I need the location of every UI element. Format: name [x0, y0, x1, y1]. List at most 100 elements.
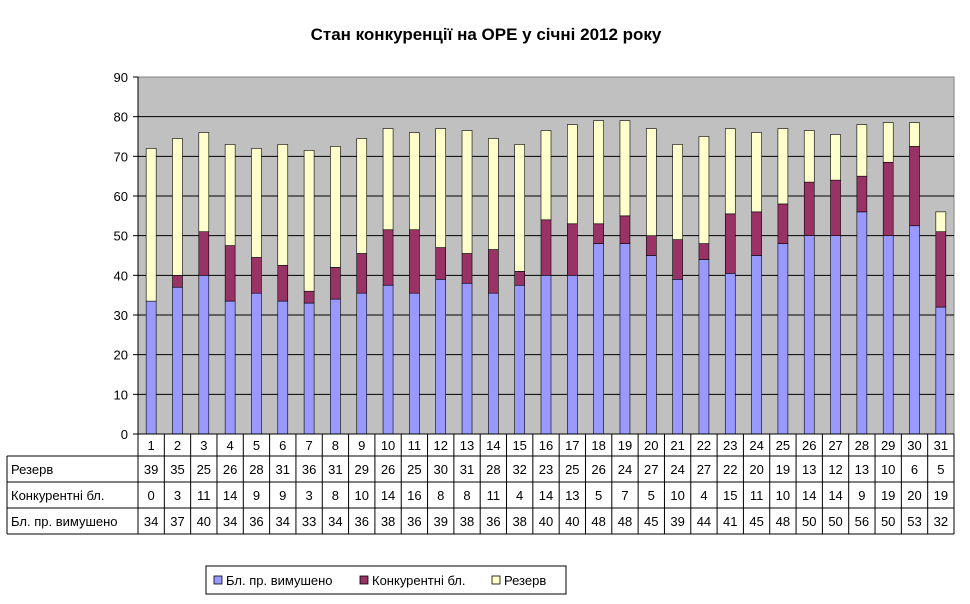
data-label: 8: [332, 488, 339, 503]
bar-segment: [619, 243, 631, 435]
bar-segment: [251, 292, 262, 435]
bar-segment: [356, 292, 368, 435]
data-label: 28: [249, 462, 263, 477]
data-label: 5: [937, 462, 944, 477]
bar-segment: [277, 300, 289, 435]
data-label: 38: [460, 514, 474, 529]
bar-segment: [172, 286, 183, 435]
bar-segment: [882, 161, 894, 236]
data-label: 34: [144, 514, 158, 529]
data-label: 45: [749, 514, 763, 529]
bar-segment: [803, 130, 815, 183]
bar-segment: [356, 253, 368, 294]
data-label: 25: [407, 462, 421, 477]
y-tick-label: 20: [114, 348, 128, 363]
data-label: 33: [302, 514, 316, 529]
bar-segment: [514, 144, 525, 272]
data-label: 36: [302, 462, 316, 477]
bar-segment: [540, 275, 552, 435]
bar-segment: [830, 235, 841, 435]
data-label: 41: [723, 514, 737, 529]
data-label: 13: [565, 488, 579, 503]
bar-segment: [751, 132, 762, 213]
bar-segment: [935, 231, 947, 308]
data-label: 27: [697, 462, 711, 477]
data-label: 34: [276, 514, 290, 529]
bar-segment: [593, 243, 604, 435]
bar-segment: [251, 148, 262, 258]
bar-segment: [409, 229, 420, 294]
legend-swatch: [359, 575, 369, 585]
data-label: 45: [644, 514, 658, 529]
table-row-label: Резерв: [11, 462, 53, 477]
bar-segment: [672, 278, 683, 435]
x-tick-label: 26: [802, 438, 816, 453]
x-tick-label: 23: [723, 438, 737, 453]
data-label: 32: [934, 514, 948, 529]
bar-segment: [514, 271, 525, 286]
bar-segment: [488, 292, 499, 435]
bar-segment: [198, 132, 210, 233]
data-label: 29: [355, 462, 369, 477]
bar-segment: [409, 132, 420, 231]
data-label: 35: [170, 462, 184, 477]
y-tick-label: 40: [114, 268, 128, 283]
x-tick-label: 28: [855, 438, 869, 453]
x-tick-label: 20: [644, 438, 658, 453]
legend: Бл. пр. вимушено Конкурентні бл. Резерв: [205, 565, 567, 595]
y-tick-label: 90: [114, 70, 128, 85]
data-label: 6: [911, 462, 918, 477]
bar-segment: [145, 148, 157, 302]
data-label: 15: [723, 488, 737, 503]
data-label: 48: [776, 514, 790, 529]
x-tick-label: 5: [253, 438, 260, 453]
x-tick-label: 18: [591, 438, 605, 453]
bar-segment: [277, 144, 289, 266]
data-label: 12: [828, 462, 842, 477]
data-label: 40: [539, 514, 553, 529]
data-label: 32: [512, 462, 526, 477]
bar-segment: [698, 259, 710, 435]
bar-segment: [672, 144, 683, 240]
bar-segment: [461, 130, 473, 254]
bar-segment: [435, 247, 447, 280]
data-label: 36: [249, 514, 263, 529]
bar-segment: [435, 278, 447, 435]
data-label: 9: [858, 488, 865, 503]
data-label: 4: [516, 488, 523, 503]
data-label: 11: [197, 488, 211, 503]
data-label: 11: [487, 488, 501, 503]
bar-segment: [724, 213, 736, 274]
legend-label: Конкурентні бл.: [372, 573, 466, 588]
data-label: 26: [381, 462, 395, 477]
y-tick-label: 10: [114, 387, 128, 402]
data-label: 40: [197, 514, 211, 529]
data-table: 1 2 3 4 5 6 7 8 9 10 11 12 13 14 15 16 17 18 19 20 21 22 23 24 2…: [6, 433, 955, 535]
data-label: 5: [595, 488, 602, 503]
bar-segment: [303, 150, 315, 292]
data-label: 0: [148, 488, 155, 503]
x-tick-label: 22: [697, 438, 711, 453]
bar-segment: [198, 275, 210, 435]
bar-segment: [803, 181, 815, 236]
x-tick-label: 31: [934, 438, 948, 453]
bar-segment: [909, 146, 920, 227]
plot-area: 0 10 20 30 40 50 60 70 80 90: [114, 70, 955, 442]
data-label: 26: [591, 462, 605, 477]
data-label: 38: [512, 514, 526, 529]
bar-segment: [488, 138, 499, 250]
data-label: 9: [253, 488, 260, 503]
data-label: 30: [433, 462, 447, 477]
x-tick-label: 11: [408, 438, 422, 453]
bar-segment: [856, 124, 868, 177]
bar-segment: [330, 146, 341, 268]
bar-segment: [935, 306, 947, 435]
x-tick-label: 19: [618, 438, 632, 453]
table-row-label: Конкурентні бл.: [11, 488, 105, 503]
bar-segment: [435, 128, 447, 248]
bar-segment: [856, 175, 868, 213]
data-label: 23: [539, 462, 553, 477]
data-label: 5: [648, 488, 655, 503]
data-label: 20: [749, 462, 763, 477]
data-label: 7: [621, 488, 628, 503]
